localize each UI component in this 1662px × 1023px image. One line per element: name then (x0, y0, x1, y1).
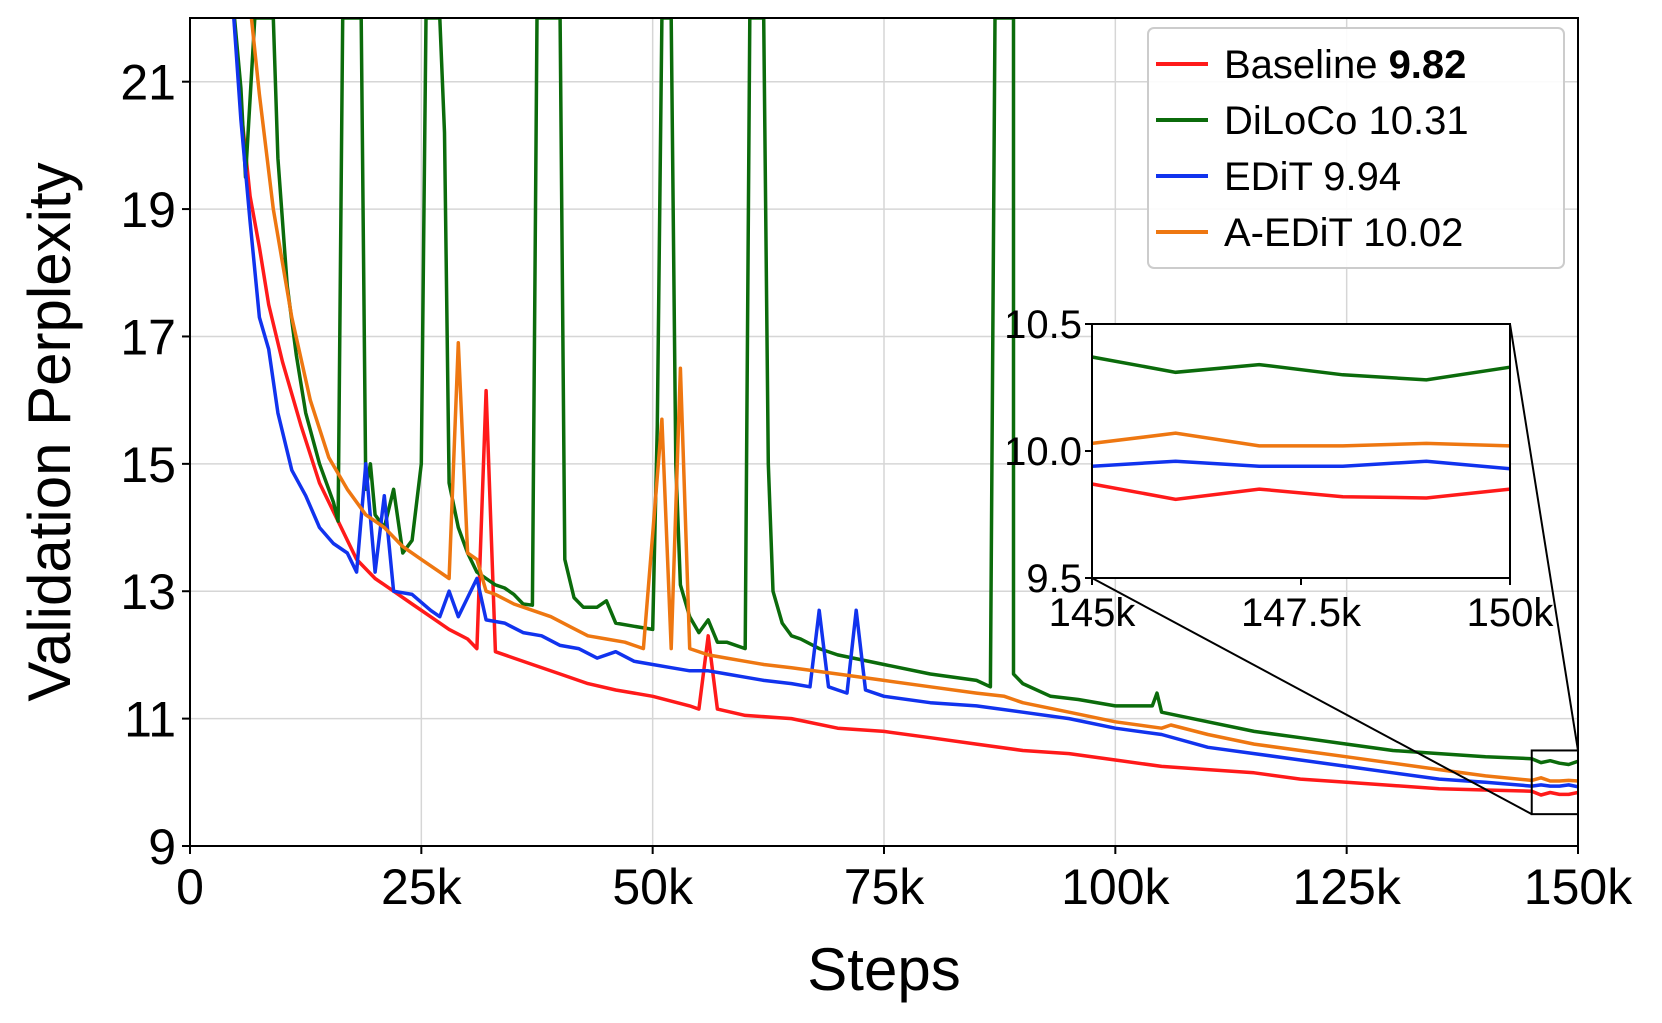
legend-series-name: DiLoCo (1224, 99, 1369, 143)
legend-label-baseline: Baseline 9.82 (1224, 43, 1466, 87)
x-tick-label: 100k (1061, 859, 1170, 915)
y-axis-label: Validation Perplexity (16, 162, 83, 701)
legend-series-value: 10.31 (1369, 99, 1469, 143)
series-line-edit (232, 18, 1578, 789)
legend-label-edit: EDiT 9.94 (1224, 155, 1401, 199)
legend: Baseline 9.82 DiLoCo 10.31 EDiT 9.94 A-EDiT… (1147, 27, 1565, 269)
legend-series-value: 10.02 (1363, 211, 1463, 255)
series-line-a-edit (249, 18, 1578, 783)
inset-y-tick-label: 10.5 (1004, 303, 1082, 347)
x-tick-label: 75k (844, 859, 926, 915)
inset-x-tick-label: 147.5k (1241, 591, 1362, 635)
y-tick-label: 15 (120, 437, 176, 493)
zoom-region-box (1530, 749, 1579, 816)
legend-label-a-edit: A-EDiT 10.02 (1224, 211, 1463, 255)
inset-series-line-baseline (1091, 482, 1511, 502)
inset-y-tick-label: 10.0 (1004, 430, 1082, 474)
y-tick-label: 13 (120, 564, 176, 620)
inset-x-tick-label: 145k (1049, 591, 1137, 635)
x-tick-label: 50k (612, 859, 694, 915)
legend-label-diloco: DiLoCo 10.31 (1224, 99, 1469, 143)
series-line-baseline (232, 18, 1578, 797)
legend-series-name: Baseline (1224, 43, 1389, 87)
x-tick-label: 125k (1292, 859, 1401, 915)
plot-frame (189, 17, 1579, 847)
y-tick-label: 21 (120, 55, 176, 111)
y-tick-label: 17 (120, 309, 176, 365)
zoom-connector-line (1091, 577, 1533, 816)
inset-x-tick-label: 150k (1467, 591, 1555, 635)
inset-plot: 145k 147.5k 150k 9.5 10.0 10.5 (1004, 303, 1554, 635)
inset-background (1092, 324, 1510, 578)
inset-series-line-diloco (1091, 355, 1511, 382)
x-axis-label: Steps (807, 936, 960, 1003)
y-tick-label: 9 (148, 819, 176, 875)
legend-series-name: EDiT (1224, 155, 1323, 199)
series-group (232, 18, 1578, 797)
legend-series-value: 9.94 (1323, 155, 1401, 199)
x-tick-label: 0 (176, 859, 204, 915)
zoom-connector-line (1509, 323, 1579, 751)
inset-series-line-edit (1091, 459, 1511, 471)
zoom-connectors (1091, 323, 1579, 816)
y-tick-label: 11 (124, 692, 176, 748)
inset-y-tick-label: 9.5 (1026, 557, 1082, 601)
x-tick-label: 25k (381, 859, 463, 915)
inset-series-line-a-edit (1091, 431, 1511, 448)
main-plot: 0 25k 50k 75k 100k 125k 150k 9 11 13 15 17 19 21 Steps… (16, 17, 1633, 1003)
y-tick-label: 19 (120, 182, 176, 238)
x-tick-label: 150k (1524, 859, 1633, 915)
legend-box (1147, 27, 1565, 269)
legend-series-name: A-EDiT (1224, 211, 1363, 255)
legend-series-value: 9.82 (1389, 43, 1467, 87)
